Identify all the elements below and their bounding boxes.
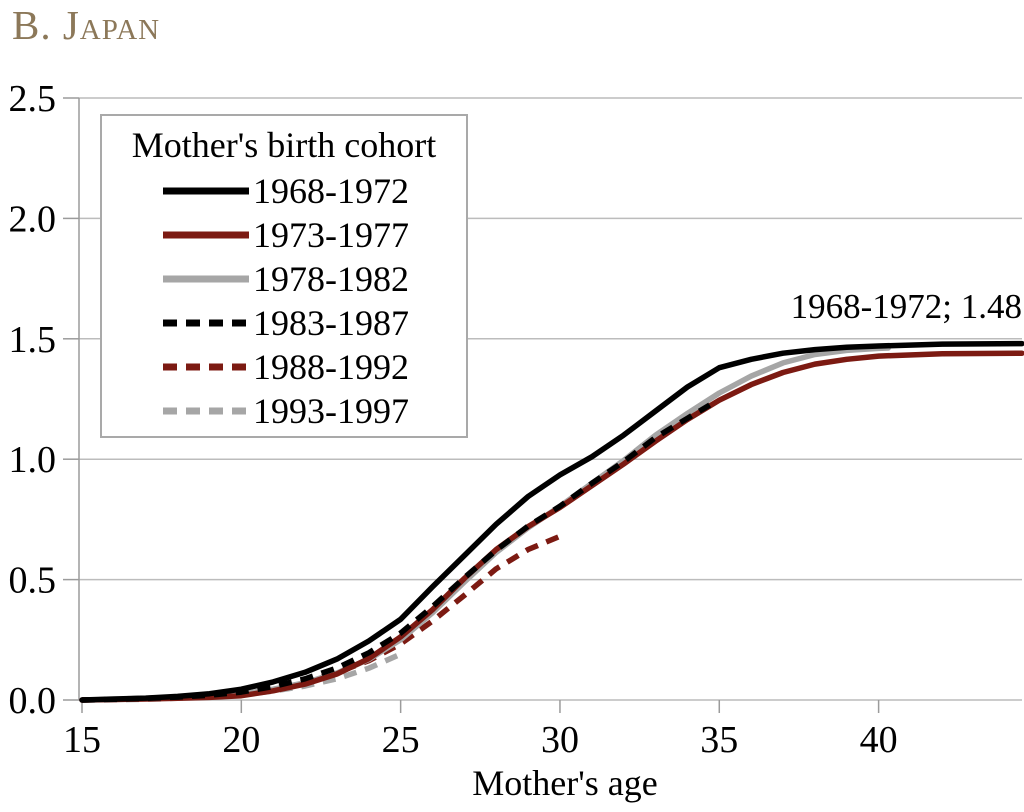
legend-sample-1988-1992	[163, 363, 249, 371]
legend-label: 1993-1997	[253, 391, 409, 431]
legend-item-1983-1987: 1983-1987	[162, 301, 466, 345]
y-tick-label: 0.0	[9, 680, 57, 722]
y-tick-label: 2.5	[9, 78, 57, 120]
legend-label: 1983-1987	[253, 303, 409, 343]
x-tick-label: 20	[222, 719, 260, 761]
legend-item-1973-1977: 1973-1977	[162, 213, 466, 257]
x-tick-label: 40	[860, 719, 898, 761]
y-tick-label: 1.0	[9, 439, 57, 481]
legend-sample-1973-1977	[163, 231, 249, 239]
series-line-1983-1987	[81, 402, 712, 703]
legend: Mother's birth cohort 1968-1972 1973-1977…	[100, 114, 468, 438]
series-line-1988-1992	[81, 533, 562, 703]
legend-item-1988-1992: 1988-1992	[162, 345, 466, 389]
y-tick-label: 2.0	[9, 198, 57, 240]
legend-label: 1968-1972	[253, 171, 409, 211]
y-tick-label: 1.5	[9, 319, 57, 361]
x-tick-label: 25	[382, 719, 420, 761]
x-tick-label: 15	[63, 719, 101, 761]
legend-label: 1978-1982	[253, 259, 409, 299]
legend-title: Mother's birth cohort	[131, 125, 437, 165]
x-axis-title: Mother's age	[472, 763, 658, 803]
legend-sample-1983-1987	[163, 319, 249, 327]
x-tick-label: 30	[541, 719, 579, 761]
series-line-1968-1972	[79, 340, 1024, 703]
legend-label: 1973-1977	[253, 215, 409, 255]
legend-item-1978-1982: 1978-1982	[162, 257, 466, 301]
legend-sample-1993-1997	[163, 407, 249, 415]
legend-sample-1978-1982	[163, 275, 249, 283]
x-tick-label: 35	[700, 719, 738, 761]
legend-label: 1988-1992	[253, 347, 409, 387]
panel-title: B. Japan	[12, 2, 161, 48]
y-tick-label: 0.5	[9, 560, 57, 602]
series-line-1973-1977	[79, 350, 1024, 703]
legend-item-1968-1972: 1968-1972	[162, 169, 466, 213]
legend-sample-1968-1972	[163, 187, 249, 195]
legend-items: 1968-1972 1973-1977 1978-1982 1983-1987 1988…	[162, 169, 466, 433]
legend-item-1993-1997: 1993-1997	[162, 389, 466, 433]
end-value-annotation: 1968-1972; 1.48	[790, 287, 1022, 326]
